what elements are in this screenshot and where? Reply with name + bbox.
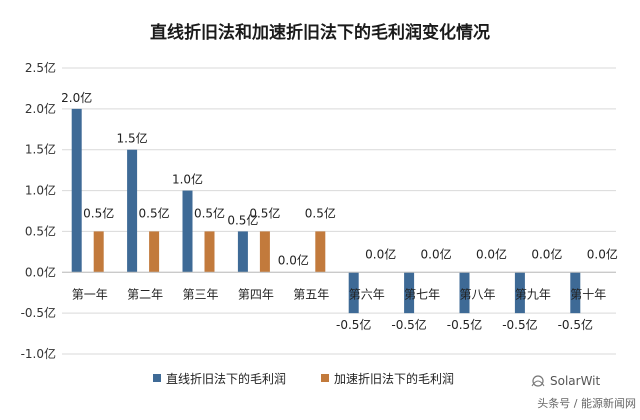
data-label-straight-line: -0.5亿: [502, 317, 537, 332]
data-label-straight-line: -0.5亿: [558, 317, 593, 332]
data-label-accelerated: 0.0亿: [587, 246, 618, 261]
bar-accelerated-1: [93, 231, 104, 273]
legend: 直线折旧法下的毛利润 加速折旧法下的毛利润: [153, 371, 454, 386]
y-tick-label: 0.5亿: [25, 223, 56, 238]
x-category-label: 第一年: [72, 287, 108, 301]
x-category-label: 第九年: [515, 287, 551, 301]
bar-accelerated-2: [149, 231, 160, 273]
data-label-accelerated: 0.5亿: [305, 205, 336, 220]
bar-accelerated-4: [259, 231, 270, 273]
data-label-straight-line: 1.0亿: [172, 172, 203, 187]
y-tick-label: 0.0亿: [25, 264, 56, 279]
data-label-accelerated: 0.5亿: [249, 205, 280, 220]
bar-straight-line-3: [182, 190, 193, 273]
data-label-accelerated: 0.5亿: [83, 205, 114, 220]
bars: [71, 108, 581, 314]
bar-straight-line-8: [459, 272, 470, 314]
data-label-straight-line: -0.5亿: [391, 317, 426, 332]
x-category-label: 第六年: [349, 287, 385, 301]
data-label-accelerated: 0.5亿: [139, 205, 170, 220]
bar-straight-line-7: [404, 272, 415, 314]
data-label-straight-line: 0.5亿: [227, 212, 258, 227]
y-tick-label: 1.0亿: [25, 183, 56, 198]
watermark-logo-icon: [532, 375, 544, 387]
x-category-label: 第八年: [459, 287, 495, 301]
bar-accelerated-5: [315, 231, 326, 273]
y-tick-label: 2.5亿: [25, 60, 56, 75]
watermark-source: 头条号 / 能源新闻网: [537, 396, 636, 410]
bar-straight-line-4: [237, 231, 248, 273]
watermark: SolarWit 头条号 / 能源新闻网: [531, 374, 636, 410]
data-label-accelerated: 0.0亿: [365, 246, 396, 261]
bar-straight-line-6: [348, 272, 359, 314]
y-tick-label: -0.5亿: [21, 305, 56, 320]
watermark-brand: SolarWit: [550, 374, 601, 388]
data-label-straight-line: -0.5亿: [447, 317, 482, 332]
x-category-label: 第四年: [238, 287, 274, 301]
data-label-accelerated: 0.5亿: [194, 205, 225, 220]
legend-entry: 加速折旧法下的毛利润: [334, 371, 454, 386]
y-tick-label: -1.0亿: [21, 346, 56, 361]
x-category-label: 第七年: [404, 287, 440, 301]
y-tick-label: 1.5亿: [25, 142, 56, 157]
data-labels: 2.0亿0.5亿1.5亿0.5亿1.0亿0.5亿 0.5亿0.5亿0.0亿0.5亿…: [61, 90, 618, 332]
bar-straight-line-9: [514, 272, 525, 314]
data-label-straight-line: 0.0亿: [278, 252, 309, 267]
watermark-logo-swoosh-icon: [531, 380, 545, 387]
x-category-label: 第十年: [570, 287, 606, 301]
bar-straight-line-2: [127, 149, 138, 273]
data-label-accelerated: 0.0亿: [421, 246, 452, 261]
bar-accelerated-3: [204, 231, 215, 273]
chart-title: 直线折旧法和加速折旧法下的毛利润变化情况: [150, 22, 490, 43]
x-category-label: 第五年: [293, 287, 329, 301]
legend-swatch: [153, 374, 161, 382]
bar-straight-line-1: [71, 108, 82, 273]
bar-straight-line-10: [570, 272, 581, 314]
data-label-straight-line: 1.5亿: [117, 131, 148, 146]
data-label-straight-line: 2.0亿: [61, 90, 92, 105]
data-label-accelerated: 0.0亿: [476, 246, 507, 261]
legend-entry: 直线折旧法下的毛利润: [166, 371, 286, 386]
y-tick-label: 2.0亿: [25, 101, 56, 116]
data-label-straight-line: -0.5亿: [336, 317, 371, 332]
x-category-label: 第二年: [127, 287, 163, 301]
data-label-accelerated: 0.0亿: [531, 246, 562, 261]
legend-swatch: [321, 374, 329, 382]
axes: 2.5亿 2.0亿 1.5亿 1.0亿 0.5亿 0.0亿 -0.5亿 -1.0亿 第一年 第二年…: [21, 60, 616, 361]
x-category-label: 第三年: [182, 287, 218, 301]
